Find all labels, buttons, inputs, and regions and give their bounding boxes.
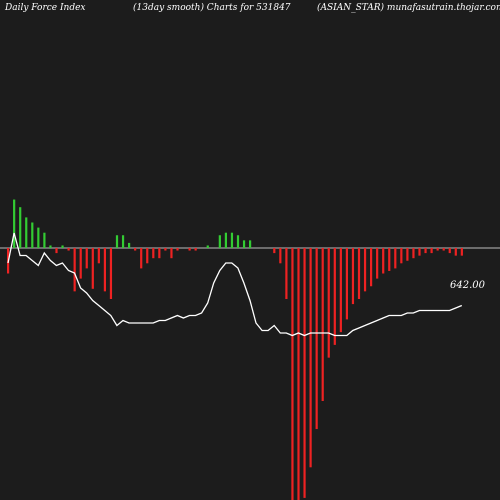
negative-bar: [158, 248, 161, 259]
negative-bar: [194, 248, 197, 251]
positive-bar: [31, 222, 34, 248]
negative-bar: [418, 248, 421, 256]
positive-bar: [115, 235, 119, 248]
positive-bar: [49, 245, 52, 248]
negative-bar: [73, 248, 76, 292]
negative-bar: [79, 248, 82, 279]
positive-bar: [19, 207, 22, 248]
negative-bar: [279, 248, 282, 264]
negative-bar: [291, 248, 294, 500]
negative-bar: [109, 248, 113, 299]
negative-bar: [273, 248, 276, 254]
positive-bar: [43, 232, 46, 248]
chart-header-right: (ASIAN_STAR) munafasutrain.thojar.com: [317, 3, 500, 13]
negative-bar: [351, 248, 355, 305]
negative-bar: [442, 248, 445, 251]
negative-bar: [333, 248, 336, 345]
positive-bar: [61, 245, 64, 248]
negative-bar: [394, 248, 397, 269]
negative-bar: [370, 248, 373, 287]
negative-bar: [321, 248, 324, 401]
negative-bar: [67, 248, 70, 251]
negative-bar: [164, 248, 167, 251]
negative-bar: [91, 248, 94, 289]
negative-bar: [363, 248, 367, 292]
negative-bar: [303, 248, 306, 498]
negative-bar: [85, 248, 88, 269]
negative-bar: [436, 248, 439, 251]
positive-bar: [121, 235, 125, 248]
price-line: [7, 232, 463, 337]
chart-header-center: (13day smooth) Charts for 531847: [133, 3, 291, 13]
negative-bar: [97, 248, 100, 264]
positive-bar: [25, 217, 28, 248]
negative-bar: [140, 248, 143, 269]
positive-bar: [13, 199, 16, 248]
negative-bar: [448, 248, 451, 254]
positive-bar: [236, 235, 240, 248]
negative-bar: [412, 248, 415, 259]
positive-bar: [37, 227, 40, 248]
negative-bar: [460, 248, 463, 256]
negative-bar: [188, 248, 191, 251]
negative-bar: [430, 248, 433, 254]
negative-bar: [170, 248, 173, 259]
negative-bar: [400, 248, 403, 264]
negative-bar: [382, 248, 385, 274]
negative-bar: [55, 248, 58, 254]
chart-header-left: Daily Force Index: [5, 3, 86, 13]
negative-bar: [339, 248, 342, 333]
negative-bar: [454, 248, 457, 256]
negative-bar: [134, 248, 137, 251]
negative-bar: [103, 248, 106, 292]
negative-bar: [152, 248, 155, 259]
negative-bar: [285, 248, 288, 299]
positive-bar: [218, 235, 221, 248]
positive-bar: [242, 240, 246, 248]
negative-bar: [357, 248, 361, 299]
bar-group: [7, 199, 463, 500]
negative-bar: [424, 248, 427, 254]
negative-bar: [406, 248, 409, 261]
positive-bar: [230, 232, 234, 248]
negative-bar: [315, 248, 318, 430]
positive-bar: [224, 232, 227, 248]
positive-bar: [249, 240, 252, 248]
positive-bar: [206, 245, 209, 248]
negative-bar: [327, 248, 330, 358]
last-value-label: 642.00: [450, 280, 486, 291]
positive-bar: [128, 242, 131, 248]
negative-bar: [376, 248, 379, 279]
negative-bar: [309, 248, 312, 468]
negative-bar: [146, 248, 149, 264]
negative-bar: [176, 248, 179, 251]
negative-bar: [297, 248, 300, 500]
negative-bar: [388, 248, 391, 271]
negative-bar: [345, 248, 348, 320]
